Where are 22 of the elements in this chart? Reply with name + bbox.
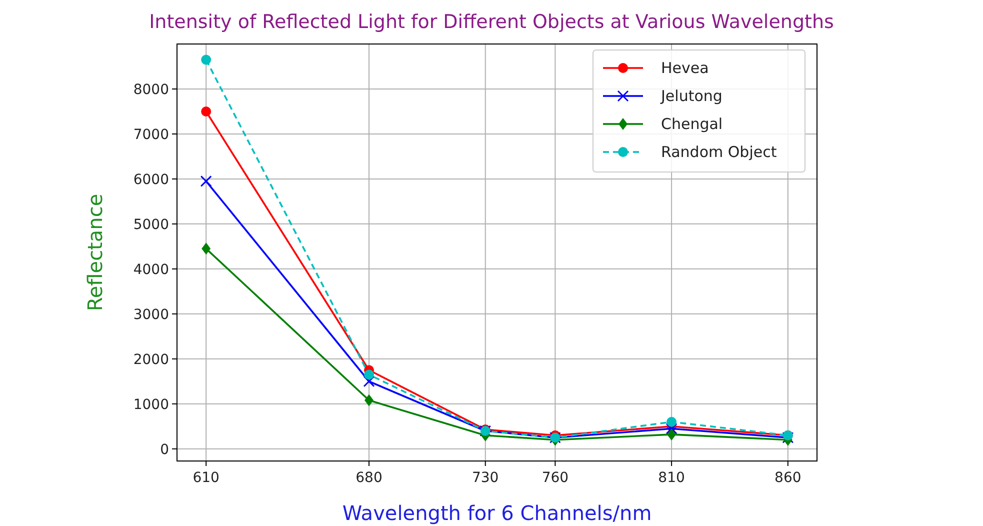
y-tick-label: 2000 bbox=[133, 352, 169, 368]
y-tick-label: 7000 bbox=[133, 126, 169, 143]
x-tick-label: 810 bbox=[658, 470, 685, 486]
y-tick-label: 5000 bbox=[133, 216, 169, 233]
x-tick-label: 760 bbox=[542, 470, 569, 486]
legend-label: Hevea bbox=[661, 59, 709, 77]
legend-label: Jelutong bbox=[660, 87, 722, 105]
legend-label: Chengal bbox=[661, 115, 723, 133]
y-tick-label: 0 bbox=[160, 442, 169, 458]
x-tick-label: 730 bbox=[472, 470, 499, 486]
x-tick-label: 860 bbox=[774, 470, 802, 486]
y-tick-label: 6000 bbox=[133, 172, 169, 188]
legend-label: Random Object bbox=[661, 143, 777, 161]
y-tick-label: 3000 bbox=[133, 306, 169, 323]
y-axis-title: Reflectance bbox=[83, 194, 107, 312]
x-axis-title: Wavelength for 6 Channels/nm bbox=[342, 501, 652, 525]
y-tick-label: 4000 bbox=[133, 262, 169, 278]
y-tick-label: 1000 bbox=[133, 396, 169, 413]
x-tick-label: 610 bbox=[192, 470, 220, 486]
chart-title: Intensity of Reflected Light for Different Objects at Various Wavelengths bbox=[149, 11, 834, 33]
x-tick-label: 680 bbox=[356, 470, 382, 486]
y-tick-label: 8000 bbox=[133, 82, 169, 98]
